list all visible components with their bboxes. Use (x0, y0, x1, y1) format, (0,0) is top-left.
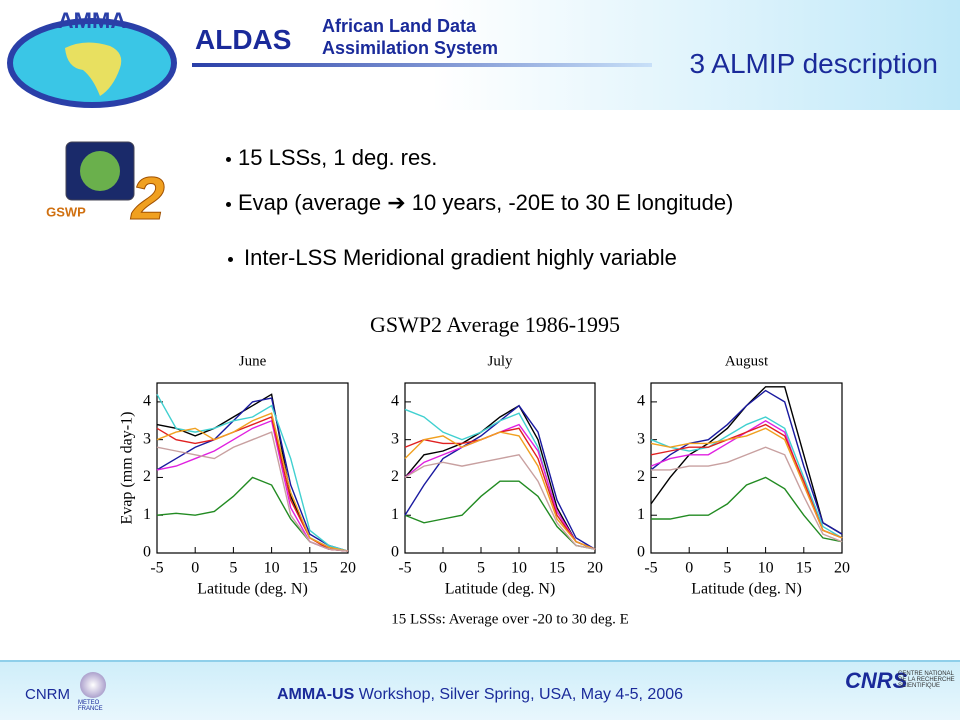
plot-frame (156, 382, 349, 554)
footer-rest: Workshop, Silver Spring, USA, May 4-5, 2… (358, 686, 684, 703)
x-tick-label: 10 (264, 560, 280, 577)
figure-caption: 15 LSSs: Average over -20 to 30 deg. E (391, 611, 629, 627)
footer-text: AMMA-US Workshop, Silver Spring, USA, Ma… (0, 686, 960, 704)
y-tick-label: 3 (391, 430, 399, 447)
logo-text: GSWP (46, 204, 86, 219)
y-tick-label: 4 (143, 393, 151, 410)
x-tick-label: 10 (758, 560, 774, 577)
x-tick-label: -5 (150, 560, 163, 577)
series-line (650, 416, 843, 539)
x-tick-label: 5 (723, 560, 731, 577)
y-axis-label: Evap (mm day-1) (119, 412, 136, 525)
series-line (156, 431, 349, 552)
x-tick-label: 15 (796, 560, 812, 577)
y-tick-label: 2 (391, 468, 399, 485)
series-line (156, 412, 349, 552)
x-tick-label: -5 (644, 560, 657, 577)
bullet-dot (226, 157, 231, 162)
series-line (650, 389, 843, 535)
y-tick-label: 2 (637, 468, 645, 485)
figure-title: GSWP2 Average 1986-1995 (370, 312, 620, 337)
x-tick-label: 5 (229, 560, 237, 577)
figure (115, 305, 850, 635)
brand: ALDAS (195, 24, 292, 55)
cnrm-logo: CNRM (25, 686, 70, 703)
brand-sub-line: Assimilation System (322, 38, 499, 58)
bullet-text: Evap (average ➔ 10 years, -20E to 30 E l… (238, 190, 734, 215)
x-tick-label: 0 (439, 560, 447, 577)
y-tick-label: 3 (637, 430, 645, 447)
series-line (404, 480, 596, 550)
x-tick-label: -5 (398, 560, 411, 577)
x-tick-label: 15 (549, 560, 565, 577)
y-tick-label: 0 (637, 544, 645, 561)
amma-logo: AMMA (7, 8, 177, 108)
x-tick-label: 20 (834, 560, 850, 577)
series-line (404, 454, 596, 550)
x-tick-label: 20 (340, 560, 356, 577)
series-line (650, 427, 843, 539)
series-line (404, 404, 596, 550)
x-axis-label: Latitude (deg. N) (197, 581, 308, 598)
series-line (650, 386, 843, 535)
x-tick-label: 20 (587, 560, 603, 577)
y-tick-label: 4 (391, 393, 399, 410)
series-line (650, 419, 843, 539)
series-line (650, 423, 843, 539)
bullet-text: Inter-LSS Meridional gradient highly var… (244, 245, 677, 270)
x-axis-label: Latitude (deg. N) (445, 581, 556, 598)
series-line (651, 476, 843, 543)
panel-title: July (487, 353, 513, 369)
series-line (156, 393, 349, 552)
series-line (651, 446, 843, 543)
y-tick-label: 0 (391, 544, 399, 561)
figure-chart: GSWP2 Average 1986-1995 15 LSSs: Average… (119, 312, 850, 627)
series-line (156, 393, 349, 552)
footer-bold: AMMA-US (276, 686, 355, 703)
x-tick-label: 0 (685, 560, 693, 577)
panel-title: June (239, 353, 267, 369)
bullet-dot (226, 202, 231, 207)
x-tick-label: 5 (477, 560, 485, 577)
x-tick-label: 15 (302, 560, 318, 577)
footer-band (0, 660, 960, 720)
y-tick-label: 4 (637, 393, 645, 410)
y-tick-label: 1 (637, 506, 645, 523)
header-rule (192, 63, 652, 67)
brand-sub: African Land Data Assimilation System (322, 15, 498, 59)
series-line (156, 416, 349, 552)
slide-title: 3 ALMIP description (689, 48, 938, 79)
meteo-text: METEO FRANCE (78, 700, 103, 712)
meteo-logo (80, 672, 106, 698)
y-tick-label: 3 (143, 430, 151, 447)
x-tick-label: 10 (511, 560, 527, 577)
gswp-logo: 2 GSWP (46, 141, 165, 232)
plot-frame (650, 382, 843, 554)
panel-title: August (725, 353, 769, 369)
brand-sub-line: African Land Data (322, 16, 477, 36)
y-tick-label: 0 (143, 544, 151, 561)
logo-text: AMMA (58, 8, 127, 33)
logo-number: 2 (130, 165, 164, 232)
y-tick-label: 1 (391, 506, 399, 523)
x-tick-label: 0 (191, 560, 199, 577)
y-tick-label: 2 (143, 468, 151, 485)
cnrs-text: CENTRE NATIONAL DE LA RECHERCHE SCIENTIF… (898, 671, 955, 689)
bullet-dot (228, 257, 233, 262)
series-line (404, 431, 596, 550)
plot-frame (404, 382, 596, 554)
cnrs-logo: CNRS (845, 668, 908, 693)
series-line (156, 397, 349, 552)
x-axis-label: Latitude (deg. N) (691, 581, 802, 598)
bullet-text: 15 LSSs, 1 deg. res. (238, 145, 438, 170)
y-tick-label: 1 (143, 506, 151, 523)
